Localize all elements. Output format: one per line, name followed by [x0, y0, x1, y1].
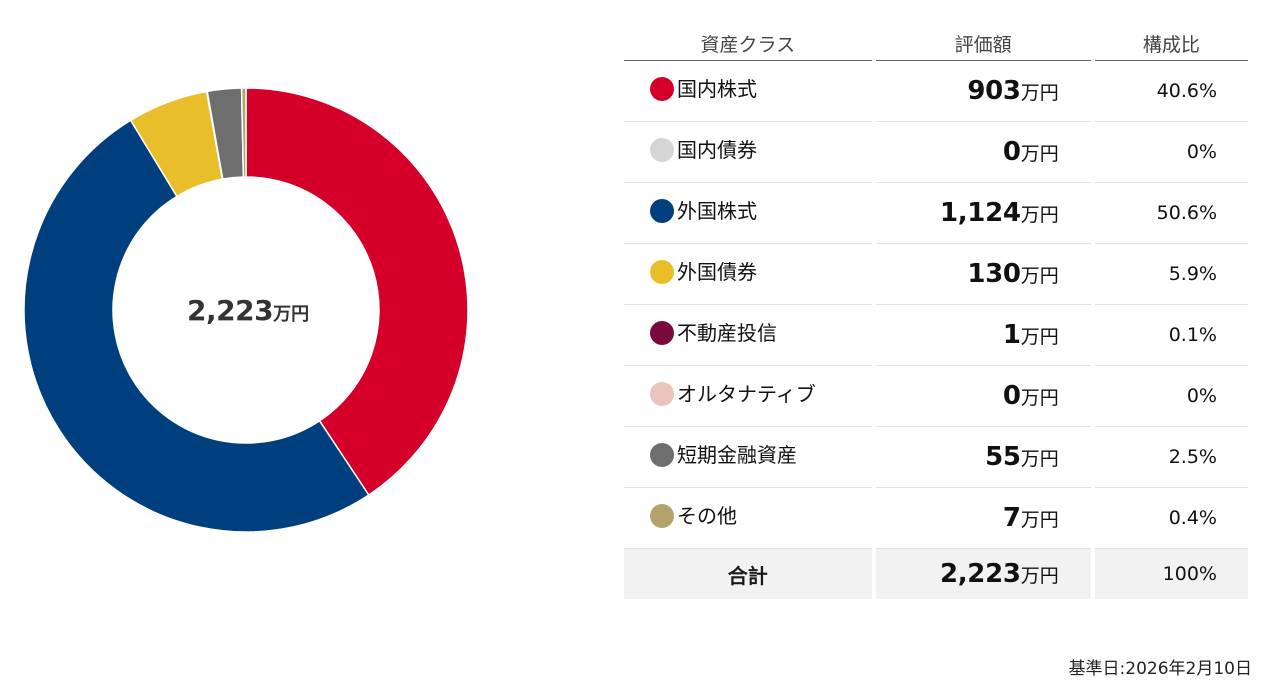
valuation-unit: 万円 — [1020, 326, 1059, 348]
valuation-unit: 万円 — [1020, 509, 1059, 531]
valuation-unit: 万円 — [1020, 143, 1059, 165]
total-value: 2,223 — [939, 559, 1021, 589]
valuation-value: 903 — [967, 76, 1021, 106]
asset-name: 国内株式 — [677, 76, 757, 101]
legend-dot — [650, 321, 674, 345]
asset-name: 短期金融資産 — [677, 442, 797, 467]
donut-center-unit: 万円 — [273, 304, 310, 325]
donut-slice-国内株式 — [245, 87, 469, 497]
valuation-cell: 130万円 — [875, 244, 1091, 305]
allocation-donut-chart: 2,223万円 — [0, 0, 500, 620]
legend-dot — [650, 199, 674, 223]
asset-name-cell: 外国債券 — [624, 244, 872, 305]
legend-dot — [650, 382, 674, 406]
valuation-cell: 0万円 — [875, 366, 1091, 427]
asset-name: 外国株式 — [677, 198, 757, 223]
ratio-cell: 2.5% — [1094, 427, 1248, 488]
asset-name: その他 — [677, 503, 737, 528]
valuation-cell: 55万円 — [875, 427, 1091, 488]
valuation-unit: 万円 — [1020, 265, 1059, 287]
asset-name-cell: 不動産投信 — [624, 305, 872, 366]
header-asset-class: 資産クラス — [624, 26, 872, 61]
total-row: 合計 2,223万円 100% — [624, 549, 1248, 599]
table-row: 国内債券 0万円 0% — [624, 122, 1248, 183]
ratio-cell: 5.9% — [1094, 244, 1248, 305]
valuation-value: 130 — [967, 259, 1021, 289]
ratio-cell: 50.6% — [1094, 183, 1248, 244]
asset-name-cell: 短期金融資産 — [624, 427, 872, 488]
donut-slice-外国株式 — [23, 119, 370, 533]
table-row: 不動産投信 1万円 0.1% — [624, 305, 1248, 366]
legend-dot — [650, 138, 674, 162]
valuation-value: 0 — [1002, 137, 1021, 167]
total-ratio: 100% — [1094, 549, 1248, 599]
asset-name-cell: 国内債券 — [624, 122, 872, 183]
asset-name: 国内債券 — [677, 137, 757, 162]
table-row: オルタナティブ 0万円 0% — [624, 366, 1248, 427]
valuation-value: 7 — [1002, 503, 1021, 533]
table-row: 短期金融資産 55万円 2.5% — [624, 427, 1248, 488]
donut-svg — [23, 87, 469, 533]
valuation-cell: 903万円 — [875, 61, 1091, 122]
valuation-value: 1 — [1002, 320, 1021, 350]
legend-dot — [650, 504, 674, 528]
asset-name-cell: 外国株式 — [624, 183, 872, 244]
valuation-unit: 万円 — [1020, 387, 1059, 409]
ratio-cell: 0% — [1094, 366, 1248, 427]
valuation-value: 0 — [1002, 381, 1021, 411]
valuation-cell: 0万円 — [875, 122, 1091, 183]
valuation-cell: 1万円 — [875, 305, 1091, 366]
asset-name: オルタナティブ — [677, 381, 816, 406]
ratio-cell: 0% — [1094, 122, 1248, 183]
allocation-table: 資産クラス 評価額 構成比 国内株式 903万円 40.6% 国内債券 0万円 … — [620, 26, 1252, 599]
valuation-value: 55 — [985, 442, 1021, 472]
asset-name: 不動産投信 — [677, 320, 777, 345]
header-ratio: 構成比 — [1094, 26, 1248, 61]
ratio-cell: 40.6% — [1094, 61, 1248, 122]
total-valuation-cell: 2,223万円 — [875, 549, 1091, 599]
donut-center-value: 2,223 — [187, 294, 274, 327]
table-row: 外国株式 1,124万円 50.6% — [624, 183, 1248, 244]
donut-slice-その他 — [240, 87, 247, 178]
asset-name-cell: オルタナティブ — [624, 366, 872, 427]
valuation-unit: 万円 — [1020, 82, 1059, 104]
donut-center-total: 2,223万円 — [187, 294, 309, 327]
total-label: 合計 — [624, 549, 872, 599]
asset-name: 外国債券 — [677, 259, 757, 284]
base-date: 基準日:2026年2月10日 — [1068, 659, 1252, 679]
legend-dot — [650, 77, 674, 101]
header-valuation: 評価額 — [875, 26, 1091, 61]
table-row: その他 7万円 0.4% — [624, 488, 1248, 549]
valuation-cell: 7万円 — [875, 488, 1091, 549]
table-row: 国内株式 903万円 40.6% — [624, 61, 1248, 122]
table-header-row: 資産クラス 評価額 構成比 — [624, 26, 1248, 61]
table-row: 外国債券 130万円 5.9% — [624, 244, 1248, 305]
valuation-value: 1,124 — [939, 198, 1021, 228]
valuation-unit: 万円 — [1020, 448, 1059, 470]
ratio-cell: 0.4% — [1094, 488, 1248, 549]
asset-name-cell: 国内株式 — [624, 61, 872, 122]
valuation-unit: 万円 — [1020, 204, 1059, 226]
legend-dot — [650, 443, 674, 467]
asset-name-cell: その他 — [624, 488, 872, 549]
legend-dot — [650, 260, 674, 284]
ratio-cell: 0.1% — [1094, 305, 1248, 366]
valuation-cell: 1,124万円 — [875, 183, 1091, 244]
total-unit: 万円 — [1020, 565, 1059, 587]
